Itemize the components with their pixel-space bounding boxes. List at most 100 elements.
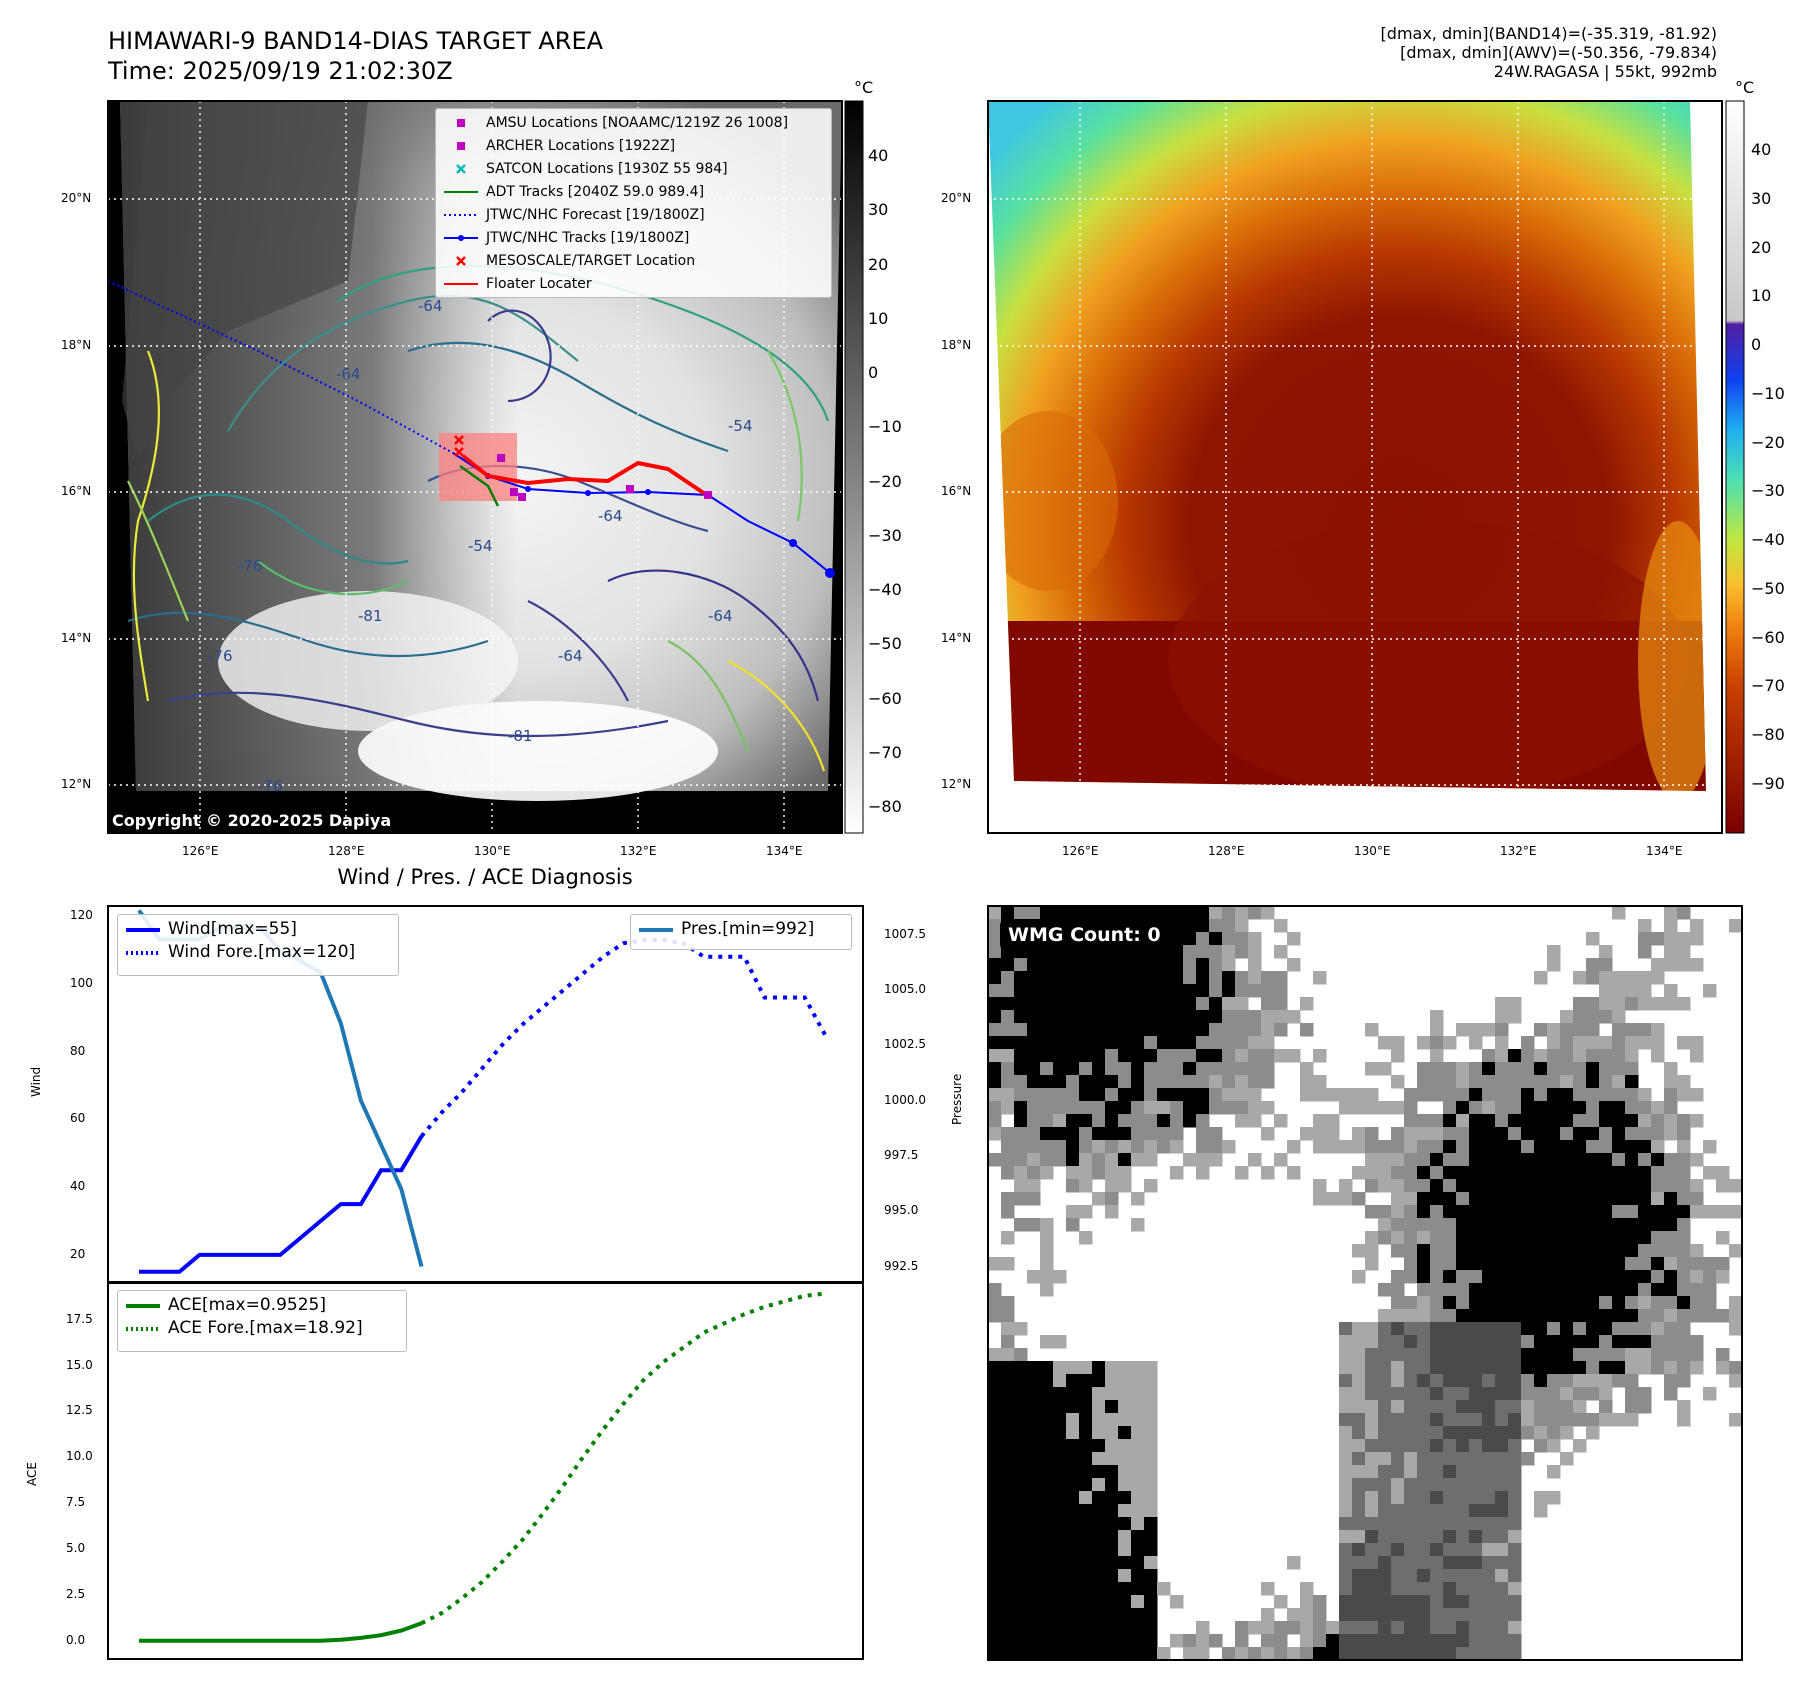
pressure-y-tick: 1000.0 <box>884 1092 926 1107</box>
lon-tick-label: 128°E <box>328 844 365 858</box>
legend-label: ARCHER Locations [1922Z] <box>486 138 676 154</box>
legend-label: Floater Locater <box>486 276 592 292</box>
wind-y-tick: 100 <box>70 975 93 990</box>
ace-legend: ACE[max=0.9525] ACE Fore.[max=18.92] <box>117 1290 407 1352</box>
lon-tick-label: 130°E <box>474 844 511 858</box>
legend-label: SATCON Locations [1930Z 55 984] <box>486 161 728 177</box>
ir-colorbar-tick: 0 <box>868 363 879 382</box>
copyright-text: Copyright © 2020-2025 Dapiya <box>112 811 392 830</box>
awv-colorbar-tick: −80 <box>1751 725 1785 745</box>
ir-colorbar-tick: 10 <box>868 308 889 328</box>
wind-axis-label: Wind <box>29 1066 43 1097</box>
adt-track <box>459 464 500 507</box>
lon-tick-label: 134°E <box>1646 844 1683 858</box>
ace-y-tick: 0.0 <box>66 1632 86 1647</box>
awv-colorbar-tick: −50 <box>1751 578 1785 598</box>
jtwc-forecast-track <box>108 280 454 454</box>
ir-colorbar-tick: −30 <box>868 525 902 545</box>
lat-tick-label: 20°N <box>61 191 92 205</box>
lat-tick-label: 16°N <box>941 484 972 498</box>
band14-range: [dmax, dmin](BAND14)=(-35.319, -81.92) <box>1380 24 1717 43</box>
ir-map-frame <box>107 100 843 834</box>
ace-chart-frame <box>107 1282 864 1660</box>
legend-symbol <box>126 1322 160 1336</box>
legend-symbol <box>126 946 160 960</box>
wind-legend: Wind[max=55] Wind Fore.[max=120] <box>117 914 399 976</box>
legend-symbol <box>444 162 478 176</box>
legend-entry: ACE Fore.[max=18.92] <box>126 1318 363 1338</box>
awv-colorbar-tick: −30 <box>1751 481 1785 501</box>
legend-label: ACE Fore.[max=18.92] <box>168 1318 363 1338</box>
ir-map-legend: AMSU Locations [NOAAMC/1219Z 26 1008] ARC… <box>435 108 832 298</box>
legend-entry: Pres.[min=992] <box>639 919 814 939</box>
lon-tick-label: 126°E <box>1062 844 1099 858</box>
ace-y-tick: 17.5 <box>66 1311 93 1326</box>
legend-entry: Wind Fore.[max=120] <box>126 942 355 962</box>
ir-colorbar-tick: −80 <box>868 797 902 816</box>
ace-y-tick: 12.5 <box>66 1403 93 1418</box>
legend-entry: SATCON Locations [1930Z 55 984] <box>444 159 728 179</box>
diagnosis-title: Wind / Pres. / ACE Diagnosis <box>337 865 633 889</box>
wmg-count-badge: WMG Count: 0 <box>1000 921 1169 949</box>
legend-label: JTWC/NHC Tracks [19/1800Z] <box>486 230 690 246</box>
legend-symbol <box>444 185 478 199</box>
awv-colorbar-tick: −60 <box>1751 627 1785 647</box>
legend-entry: ADT Tracks [2040Z 59.0 989.4] <box>444 182 704 202</box>
contour-label: -81 <box>508 727 533 745</box>
legend-symbol <box>444 116 478 130</box>
awv-colorbar-unit: °C <box>1735 78 1755 97</box>
ir-colorbar-tick: 20 <box>868 254 889 274</box>
lon-tick-label: 134°E <box>766 844 803 858</box>
wind-y-tick: 40 <box>70 1179 86 1194</box>
legend-entry: Wind[max=55] <box>126 919 297 939</box>
awv-colorbar-tick: −90 <box>1751 774 1785 793</box>
ace-y-tick: 15.0 <box>66 1357 93 1372</box>
wind-y-tick: 120 <box>70 908 93 923</box>
wind-y-tick: 80 <box>70 1043 86 1058</box>
wind-y-tick: 60 <box>70 1111 86 1126</box>
ir-colorbar-tick: −70 <box>868 742 902 762</box>
awv-range: [dmax, dmin](AWV)=(-50.356, -79.834) <box>1400 43 1717 62</box>
pressure-axis-label: Pressure <box>950 1073 964 1125</box>
wind-y-tick: 20 <box>70 1246 86 1261</box>
lat-tick-label: 12°N <box>61 777 92 791</box>
ir-colorbar <box>844 100 864 834</box>
awv-colorbar-tick: 30 <box>1751 188 1772 208</box>
lat-tick-label: 18°N <box>61 338 92 352</box>
legend-symbol <box>444 231 478 245</box>
awv-colorbar-tick: −40 <box>1751 530 1785 550</box>
awv-colorbar-tick: 20 <box>1751 237 1772 257</box>
series-line <box>139 1621 423 1643</box>
awv-map-frame <box>987 100 1723 834</box>
awv-colorbar-tick: −10 <box>1751 383 1785 403</box>
ir-colorbar-tick: −60 <box>868 688 902 708</box>
lon-tick-label: 128°E <box>1208 844 1245 858</box>
series-line <box>420 1291 826 1625</box>
awv-colorbar-tick: −20 <box>1751 432 1785 452</box>
figure-title: HIMAWARI-9 BAND14-DIAS TARGET AREA <box>108 27 604 55</box>
contour-label: -81 <box>358 607 383 625</box>
lon-tick-label: 126°E <box>182 844 219 858</box>
pressure-y-tick: 1002.5 <box>884 1037 926 1052</box>
awv-map <box>988 101 1722 833</box>
storm-info: 24W.RAGASA | 55kt, 992mb <box>1493 62 1717 81</box>
lat-tick-label: 12°N <box>941 777 972 791</box>
lon-tick-label: 132°E <box>620 844 657 858</box>
legend-entry: Floater Locater <box>444 274 592 294</box>
legend-label: AMSU Locations [NOAAMC/1219Z 26 1008] <box>486 115 789 131</box>
contour-label: -64 <box>418 297 443 315</box>
ace-chart <box>139 1291 826 1643</box>
lat-tick-label: 14°N <box>61 631 92 645</box>
contour-label: -64 <box>336 365 361 383</box>
contour-label: -64 <box>708 607 733 625</box>
legend-entry: JTWC/NHC Forecast [19/1800Z] <box>444 205 705 225</box>
pressure-y-tick: 997.5 <box>884 1147 919 1162</box>
legend-entry: AMSU Locations [NOAAMC/1219Z 26 1008] <box>444 113 788 133</box>
lat-tick-label: 20°N <box>941 191 972 205</box>
lat-tick-label: 18°N <box>941 338 972 352</box>
wmg-grid <box>988 906 1743 1661</box>
ace-y-tick: 5.0 <box>66 1540 86 1555</box>
legend-entry: MESOSCALE/TARGET Location <box>444 251 695 271</box>
awv-colorbar-tick: 10 <box>1751 286 1772 306</box>
